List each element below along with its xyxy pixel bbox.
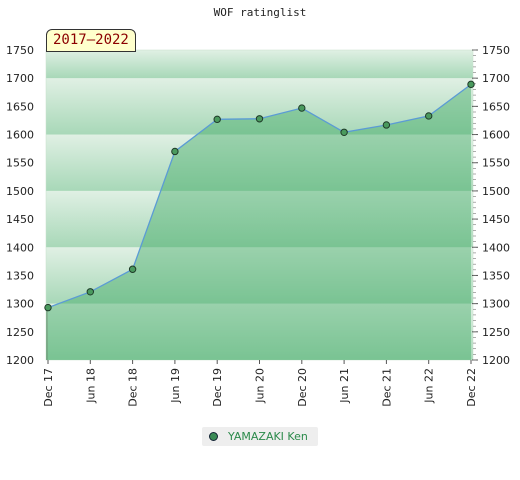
y-tick-left: 1200 [6,354,34,367]
y-tick-right: 1700 [482,72,510,85]
x-tick-label: Dec 19 [211,368,224,407]
plot-band [46,190,473,248]
data-point [467,80,475,89]
plot-band [46,134,473,191]
x-tick-label: Dec 18 [127,368,140,407]
data-point [44,303,52,312]
x-tick-label: Dec 20 [296,368,309,407]
y-tick-right: 1600 [482,129,510,142]
data-point [171,147,179,156]
y-tick-left: 1400 [6,241,34,254]
y-tick-right: 1200 [482,354,510,367]
data-point [128,265,137,273]
x-tick-label: Dec 22 [465,368,478,407]
data-point [213,115,221,124]
y-tick-left: 1450 [6,213,34,226]
plot-band [46,247,473,304]
y-tick-right: 1500 [482,185,510,198]
y-tick-left: 1650 [6,100,34,113]
legend[interactable]: YAMAZAKI Ken [202,427,318,446]
x-tick-label: Dec 21 [380,368,393,407]
data-point [382,121,391,129]
y-tick-right: 1400 [482,241,510,254]
plot-band [46,303,473,360]
x-tick-label: Jun 19 [169,368,182,404]
y-tick-left: 1700 [6,72,34,85]
legend-label: YAMAZAKI Ken [228,430,308,443]
period-badge: 2017–2022 [46,29,136,52]
rating-area [48,84,471,360]
x-tick-label: Jun 20 [254,368,267,404]
chart-title: WOF ratinglist [213,6,307,19]
y-tick-left: 1750 [6,44,34,57]
y-tick-left: 1600 [6,129,34,142]
x-tick-label: Jun 18 [84,368,97,404]
y-tick-right: 1250 [482,326,510,339]
x-tick-label: Dec 17 [42,368,55,407]
plot-band [46,50,473,79]
data-point [425,112,433,120]
y-tick-right: 1350 [482,269,510,282]
y-tick-right: 1300 [482,298,510,311]
y-tick-left: 1500 [6,185,34,198]
y-tick-right: 1450 [482,213,510,226]
y-tick-left: 1300 [6,298,34,311]
y-tick-left: 1250 [6,326,34,339]
legend-marker-icon [209,432,218,441]
plot-band [46,78,473,135]
data-point [255,115,264,123]
y-tick-right: 1650 [482,100,510,113]
x-tick-label: Jun 21 [338,368,351,404]
data-point [340,128,348,136]
data-point [298,104,306,112]
y-tick-right: 1750 [482,44,510,57]
x-tick-label: Jun 22 [423,368,436,404]
y-tick-right: 1550 [482,157,510,170]
y-tick-left: 1350 [6,269,34,282]
data-point [86,288,95,296]
y-tick-left: 1550 [6,157,34,170]
